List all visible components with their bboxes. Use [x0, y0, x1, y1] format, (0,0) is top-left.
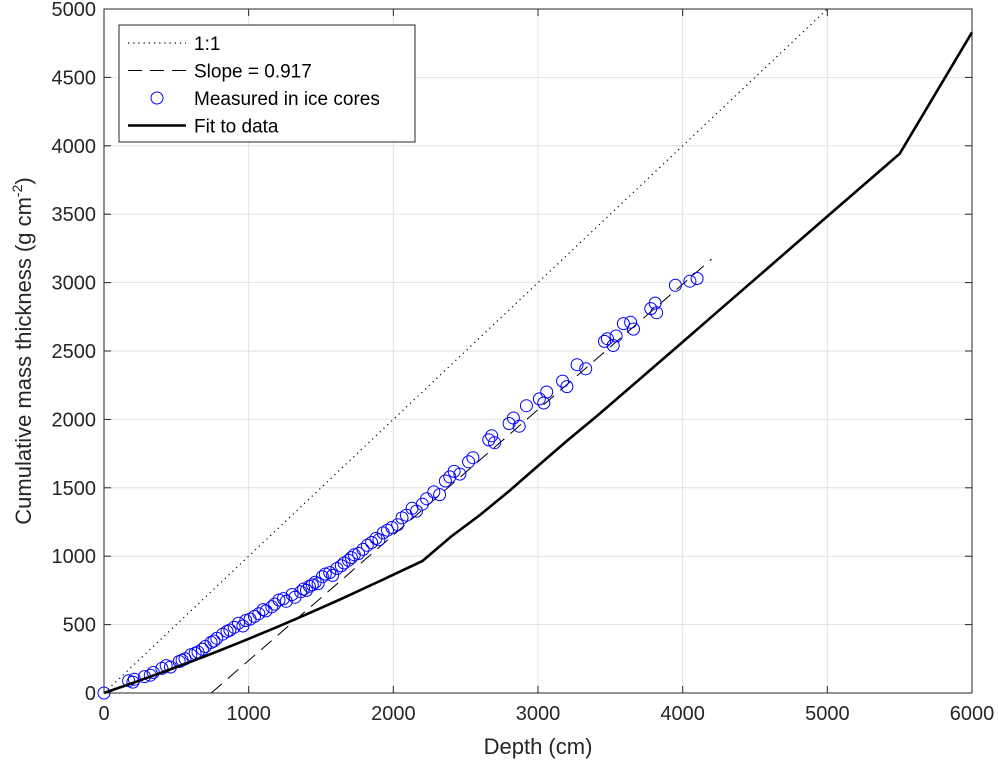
x-tick-label: 4000 [660, 703, 705, 725]
data-point [360, 538, 374, 552]
x-tick-label: 3000 [516, 703, 561, 725]
data-point [453, 467, 467, 481]
y-tick-label: 4000 [52, 136, 97, 158]
data-point [466, 451, 480, 465]
data-point [248, 609, 261, 623]
data-point [326, 568, 340, 582]
data-point [420, 492, 434, 506]
data-point [315, 570, 329, 584]
y-tick-label: 1500 [52, 478, 97, 500]
legend: 1:1 Slope = 0.917 Measured in ice cores Fit… [118, 24, 416, 143]
data-point [627, 322, 640, 336]
data-point [372, 533, 386, 547]
y-axis-title: Cumulative mass thickness (g cm-2) [9, 177, 36, 524]
y-tick-label: 3500 [52, 204, 97, 226]
y-tick-label: 4500 [52, 67, 97, 89]
x-tick-label: 6000 [950, 703, 995, 725]
y-tick-label: 2500 [52, 341, 97, 363]
x-tick-label: 1000 [226, 703, 271, 725]
data-point [519, 399, 533, 413]
data-point [352, 547, 366, 560]
data-point [532, 392, 546, 406]
data-point [216, 627, 230, 641]
data-point [512, 419, 526, 433]
data-point [227, 620, 241, 634]
legend-box [118, 24, 416, 143]
y-tick-label: 3000 [52, 273, 97, 295]
data-point [690, 272, 704, 285]
y-axis-title-close: ) [11, 177, 36, 184]
y-axis-title-main: Cumulative mass thickness (g cm [11, 197, 36, 525]
data-point [344, 551, 358, 565]
data-point [579, 362, 593, 376]
y-tick-label: 5000 [52, 0, 97, 21]
x-tick-label: 5000 [805, 703, 850, 725]
data-point [606, 339, 620, 352]
data-point [223, 623, 237, 637]
data-point [624, 315, 638, 329]
x-axis-title: Depth (cm) [484, 734, 593, 759]
data-point [433, 488, 447, 502]
x-tick-label: 0 [98, 703, 109, 725]
data-point [570, 358, 584, 372]
data-point [391, 518, 405, 532]
ticks: 0 1000 2000 3000 4000 5000 6000 0 500 1000 1500 200… [52, 0, 995, 725]
data-point [395, 511, 409, 525]
legend-label: Measured in ice cores [194, 89, 380, 110]
data-point [232, 616, 245, 630]
data-point [427, 485, 441, 499]
data-point [356, 542, 370, 556]
series-layer [97, 8, 974, 700]
data-point [438, 474, 452, 488]
legend-swatch-circle [150, 91, 164, 105]
data-point [265, 600, 279, 614]
data-point [462, 455, 476, 469]
y-tick-label: 0 [85, 683, 96, 705]
data-point [297, 582, 311, 596]
data-point [385, 521, 399, 534]
data-point [482, 433, 496, 447]
data-point [540, 385, 554, 399]
data-point [650, 306, 664, 320]
data-point [252, 607, 266, 621]
legend-label: Fit to data [194, 117, 279, 138]
y-tick-label: 1000 [52, 546, 97, 568]
data-point [609, 329, 623, 343]
legend-label: Slope = 0.917 [194, 62, 312, 83]
data-point [285, 588, 299, 601]
data-point [447, 464, 461, 478]
y-tick-label: 2000 [52, 409, 97, 431]
data-point [668, 278, 682, 292]
data-point [560, 380, 574, 394]
y-tick-label: 500 [63, 615, 96, 637]
y-axis-title-sup: -2 [9, 184, 25, 197]
data-point [207, 634, 221, 648]
data-point [155, 661, 169, 675]
data-point [195, 642, 209, 656]
data-point [648, 296, 662, 310]
data-point [485, 429, 499, 443]
series-line-fit-to-data [103, 31, 974, 695]
x-tick-label: 2000 [371, 703, 416, 725]
data-point [311, 577, 325, 591]
grid [104, 9, 972, 693]
data-point [365, 536, 379, 549]
data-point [305, 578, 319, 592]
data-point [323, 566, 337, 580]
data-point [616, 317, 630, 331]
data-point [683, 274, 697, 288]
data-point [488, 436, 502, 450]
data-point [381, 523, 394, 537]
data-point [598, 334, 611, 348]
legend-label: 1:1 [194, 34, 220, 55]
